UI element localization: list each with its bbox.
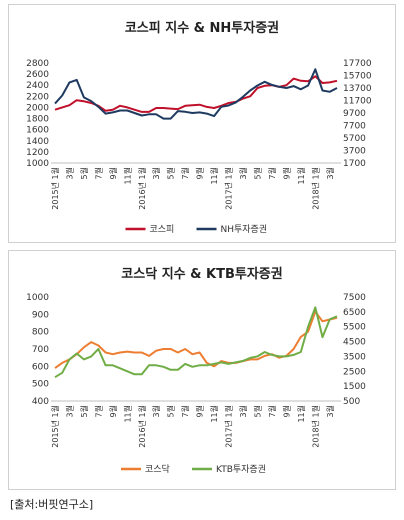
x-tick-label: 7월 (180, 405, 190, 417)
series-line-코스피 (54, 75, 338, 113)
x-tick-label: 2017년 1월 (224, 167, 234, 210)
x-tick-label: 7월 (267, 405, 277, 417)
x-tick-label: 5월 (166, 167, 176, 179)
x-tick-label: 11월 (296, 167, 306, 185)
y-left-tick-label: 1800 (26, 115, 49, 125)
legend-label: 코스피 (150, 224, 175, 235)
y-left-tick-label: 800 (32, 328, 49, 338)
chart-panel-kospi-nh: 코스피 지수 & NH투자증권 1000 1200 1400 1600 1800 2000… (8, 4, 396, 243)
y-right-tick-label: 7500 (343, 293, 366, 303)
chart-kosdaq-ktb: 400 500 600 700 800 900 1000 500 1500 2500 3500 450… (26, 293, 366, 475)
y-left-tick-label: 2200 (26, 92, 49, 102)
y-right-tick-label: 6500 (343, 308, 366, 318)
x-tick-label: 5월 (166, 405, 176, 417)
y-right-tick-label: 3500 (343, 352, 366, 362)
legend-label: 코스닥 (145, 464, 170, 475)
x-tick-label: 2018년 1월 (310, 167, 320, 210)
x-tick-label: 9월 (195, 167, 205, 179)
chart-title: 코스피 지수 & NH투자증권 (124, 21, 280, 36)
x-tick-label: 2018년 1월 (310, 405, 320, 448)
y-right-tick-label: 7700 (343, 122, 366, 132)
y-left-tick-label: 700 (32, 345, 49, 355)
x-tick-label: 2017년 1월 (224, 405, 234, 448)
chart-title: 코스닥 지수 & KTB투자증권 (121, 267, 283, 282)
series-line-NH투자증권 (54, 68, 338, 120)
legend-label: KTB투자증권 (216, 463, 266, 475)
y-right-tick-label: 1500 (343, 382, 366, 392)
y-right-tick-label: 15700 (343, 72, 372, 82)
x-tick-label: 3월 (64, 167, 74, 179)
y-left-tick-label: 500 (32, 380, 49, 390)
x-tick-label: 9월 (281, 405, 291, 417)
x-tick-label: 3월 (151, 167, 161, 179)
y-right-tick-label: 1700 (343, 159, 366, 169)
y-left-tick-label: 2800 (26, 59, 49, 69)
y-left-tick-label: 600 (32, 362, 49, 372)
y-left-tick-label: 1000 (26, 293, 49, 303)
x-tick-label: 2015년 1월 (50, 405, 60, 448)
x-tick-label: 7월 (93, 405, 103, 417)
series-line-코스닥 (54, 310, 338, 369)
x-tick-label: 5월 (79, 167, 89, 179)
y-left-tick-label: 2000 (26, 103, 49, 113)
x-tick-label: 7월 (93, 167, 103, 179)
x-tick-label: 2016년 1월 (137, 167, 147, 210)
x-tick-label: 7월 (180, 167, 190, 179)
series-line-KTB투자증권 (54, 306, 338, 379)
y-right-tick-label: 13700 (343, 84, 372, 94)
y-left-tick-label: 2400 (26, 81, 49, 91)
y-left-tick-label: 1200 (26, 148, 49, 158)
chart-panel-kosdaq-ktb: 코스닥 지수 & KTB투자증권 400 500 600 700 800 900 1000 5… (8, 250, 396, 490)
legend-label: NH투자증권 (221, 223, 268, 235)
x-tick-label: 11월 (122, 167, 132, 185)
y-left-tick-label: 2600 (26, 70, 49, 80)
x-tick-label: 7월 (267, 167, 277, 179)
y-right-tick-label: 3700 (343, 147, 366, 157)
y-right-tick-label: 500 (343, 397, 360, 407)
x-tick-label: 3월 (151, 405, 161, 417)
x-tick-label: 2016년 1월 (137, 405, 147, 448)
x-tick-label: 3월 (325, 167, 335, 179)
y-left-tick-label: 1600 (26, 126, 49, 136)
x-tick-label: 11월 (209, 167, 219, 185)
y-right-tick-label: 4500 (343, 338, 366, 348)
y-left-tick-label: 900 (32, 310, 49, 320)
x-tick-label: 11월 (296, 405, 306, 423)
x-tick-label: 5월 (79, 405, 89, 417)
x-tick-label: 5월 (252, 167, 262, 179)
x-tick-label: 9월 (108, 405, 118, 417)
x-tick-label: 3월 (238, 405, 248, 417)
x-tick-label: 9월 (195, 405, 205, 417)
y-right-tick-label: 11700 (343, 97, 372, 107)
x-tick-label: 11월 (209, 405, 219, 423)
y-right-tick-label: 17700 (343, 59, 372, 69)
source-note: [출처:버핏연구소] (10, 498, 94, 511)
x-tick-label: 3월 (325, 405, 335, 417)
x-tick-label: 3월 (238, 167, 248, 179)
x-tick-label: 2015년 1월 (50, 167, 60, 210)
x-tick-label: 9월 (108, 167, 118, 179)
x-tick-label: 9월 (281, 167, 291, 179)
y-left-tick-label: 1400 (26, 137, 49, 147)
x-tick-label: 5월 (252, 405, 262, 417)
y-right-tick-label: 2500 (343, 367, 366, 377)
y-right-tick-label: 5700 (343, 134, 366, 144)
y-left-tick-label: 1000 (26, 159, 49, 169)
y-right-tick-label: 9700 (343, 109, 366, 119)
y-right-tick-label: 5500 (343, 323, 366, 333)
x-tick-label: 3월 (64, 405, 74, 417)
x-tick-label: 11월 (122, 405, 132, 423)
y-left-tick-label: 400 (32, 397, 49, 407)
